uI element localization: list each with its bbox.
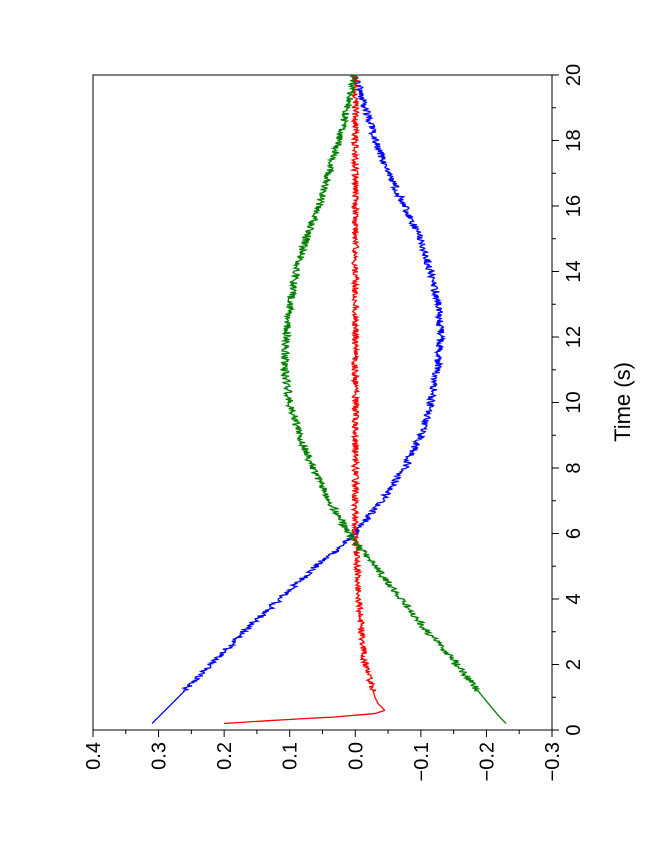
y-tick-label: 0.3 [149,742,171,770]
y-ticks: 0.4 0.3 0.2 0.1 0.0 −0.1 −0.2 −0.3 [83,730,564,781]
x-tick-label: 8 [563,462,585,473]
x-tick-label: 0 [563,724,585,735]
x-tick-label: 2 [563,659,585,670]
series-line-3 [280,74,507,724]
y-tick-label: −0.2 [476,742,498,781]
y-tick-label: −0.3 [542,742,564,781]
x-axis-title: Time (s) [610,362,635,442]
x-tick-label: 16 [563,195,585,217]
y-tick-label: 0.0 [345,742,367,770]
y-tick-label: 0.4 [83,742,105,770]
x-tick-label: 6 [563,528,585,539]
series-line-1 [151,74,446,724]
x-tick-label: 4 [563,593,585,604]
x-tick-label: 10 [563,391,585,413]
y-tick-label: 0.1 [280,742,302,770]
plot-frame [92,74,553,731]
x-tick-label: 20 [563,64,585,86]
y-tick-label: −0.1 [411,742,433,781]
x-tick-label: 18 [563,129,585,151]
series-layer [151,74,507,725]
y-tick-label: 0.2 [214,742,236,770]
x-tick-label: 14 [563,260,585,282]
x-tick-label: 12 [563,326,585,348]
x-ticks: 0 2 4 6 8 10 12 14 16 18 20 [552,64,585,736]
series-line-2 [224,74,386,725]
